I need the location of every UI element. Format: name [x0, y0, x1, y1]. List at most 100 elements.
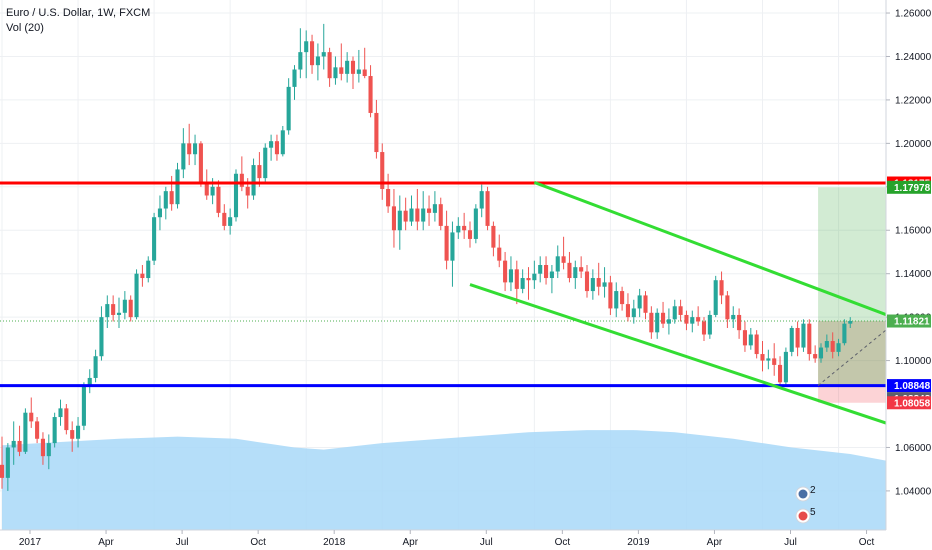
candle-down[interactable] [467, 230, 473, 239]
candle-down[interactable] [584, 271, 590, 292]
candle-down[interactable] [169, 191, 174, 205]
candle-up[interactable] [450, 232, 455, 261]
candle-up[interactable] [549, 271, 554, 279]
candle-down[interactable] [807, 323, 812, 355]
candle-down[interactable] [462, 225, 467, 231]
candle-up[interactable] [432, 204, 437, 213]
candle-up[interactable] [251, 165, 256, 196]
candle-up[interactable] [105, 304, 110, 318]
candle-down[interactable] [350, 60, 356, 74]
candle-up[interactable] [269, 141, 274, 148]
candle-up[interactable] [707, 314, 712, 335]
candle-up[interactable] [473, 208, 478, 239]
candle-down[interactable] [526, 278, 531, 281]
candle-up[interactable] [193, 143, 198, 155]
candle-up[interactable] [672, 306, 677, 320]
candle-up[interactable] [93, 356, 98, 378]
candle-down[interactable] [561, 256, 566, 263]
candle-down[interactable] [678, 306, 683, 315]
candle-up[interactable] [11, 440, 16, 448]
candle-down[interactable] [216, 186, 221, 213]
candle-up[interactable] [228, 217, 233, 226]
candle-up[interactable] [848, 321, 853, 324]
candle-up[interactable] [538, 265, 543, 274]
candle-up[interactable] [292, 69, 297, 87]
candle-down[interactable] [327, 52, 332, 79]
candle-up[interactable] [163, 191, 168, 209]
candle-up[interactable] [5, 447, 10, 478]
candle-down[interactable] [661, 312, 666, 324]
candle-up[interactable] [99, 317, 104, 357]
candle-up[interactable] [766, 358, 771, 361]
candle-down[interactable] [40, 438, 45, 457]
candle-up[interactable] [52, 417, 57, 444]
candle-up[interactable] [655, 312, 660, 333]
candle-down[interactable] [64, 408, 69, 431]
candle-down[interactable] [444, 225, 449, 261]
candle-up[interactable] [81, 386, 86, 426]
candle-down[interactable] [310, 41, 315, 66]
candle-up[interactable] [631, 308, 636, 318]
candle-down[interactable] [725, 295, 730, 320]
candle-down[interactable] [497, 247, 502, 261]
candle-up[interactable] [58, 408, 63, 418]
candle-down[interactable] [795, 327, 800, 348]
candle-up[interactable] [520, 278, 525, 289]
candle-up[interactable] [122, 299, 127, 313]
candle-down[interactable] [608, 282, 613, 309]
candle-up[interactable] [666, 319, 671, 324]
candle-down[interactable] [514, 269, 519, 289]
candle-down[interactable] [128, 299, 133, 318]
candle-up[interactable] [555, 256, 560, 272]
candle-up[interactable] [280, 130, 285, 155]
candle-down[interactable] [17, 440, 22, 452]
candle-down[interactable] [70, 430, 75, 439]
candle-down[interactable] [772, 358, 777, 365]
candle-up[interactable] [783, 351, 788, 383]
candle-down[interactable] [696, 317, 701, 322]
candle-up[interactable] [614, 291, 619, 309]
candle-up[interactable] [304, 41, 309, 53]
candle-down[interactable] [222, 212, 227, 226]
candle-down[interactable] [415, 208, 420, 222]
candle-down[interactable] [737, 314, 742, 331]
candle-down[interactable] [111, 304, 116, 315]
candle-up[interactable] [286, 86, 291, 131]
candle-up[interactable] [315, 56, 320, 66]
candle-down[interactable] [625, 304, 630, 318]
candle-up[interactable] [134, 273, 139, 318]
candle-up[interactable] [333, 67, 338, 79]
candle-down[interactable] [187, 143, 192, 155]
candle-up[interactable] [818, 347, 824, 359]
candle-down[interactable] [29, 412, 34, 422]
candle-down[interactable] [754, 334, 759, 355]
candle-up[interactable] [233, 173, 239, 218]
candle-down[interactable] [596, 278, 601, 287]
candle-up[interactable] [116, 312, 122, 315]
candle-up[interactable] [46, 443, 51, 457]
candle-up[interactable] [421, 208, 426, 222]
candle-up[interactable] [345, 60, 350, 74]
candle-down[interactable] [380, 152, 385, 189]
candle-up[interactable] [146, 260, 151, 279]
candle-down[interactable] [643, 295, 648, 313]
candle-up[interactable] [397, 210, 402, 231]
candle-up[interactable] [789, 327, 794, 352]
candle-down[interactable] [719, 280, 724, 296]
candle-up[interactable] [263, 147, 268, 179]
candle-down[interactable] [140, 273, 145, 279]
candle-up[interactable] [713, 280, 718, 315]
candle-up[interactable] [321, 52, 326, 57]
candle-up[interactable] [23, 412, 28, 452]
candle-up[interactable] [152, 217, 157, 261]
candle-up[interactable] [210, 186, 215, 196]
candle-up[interactable] [356, 69, 361, 74]
candle-down[interactable] [701, 321, 707, 335]
candle-down[interactable] [813, 354, 818, 359]
candle-down[interactable] [374, 112, 379, 153]
candle-down[interactable] [567, 262, 572, 279]
candle-up[interactable] [690, 317, 695, 324]
candle-down[interactable] [362, 69, 367, 77]
candle-up[interactable] [602, 282, 607, 287]
candle-down[interactable] [503, 260, 508, 283]
